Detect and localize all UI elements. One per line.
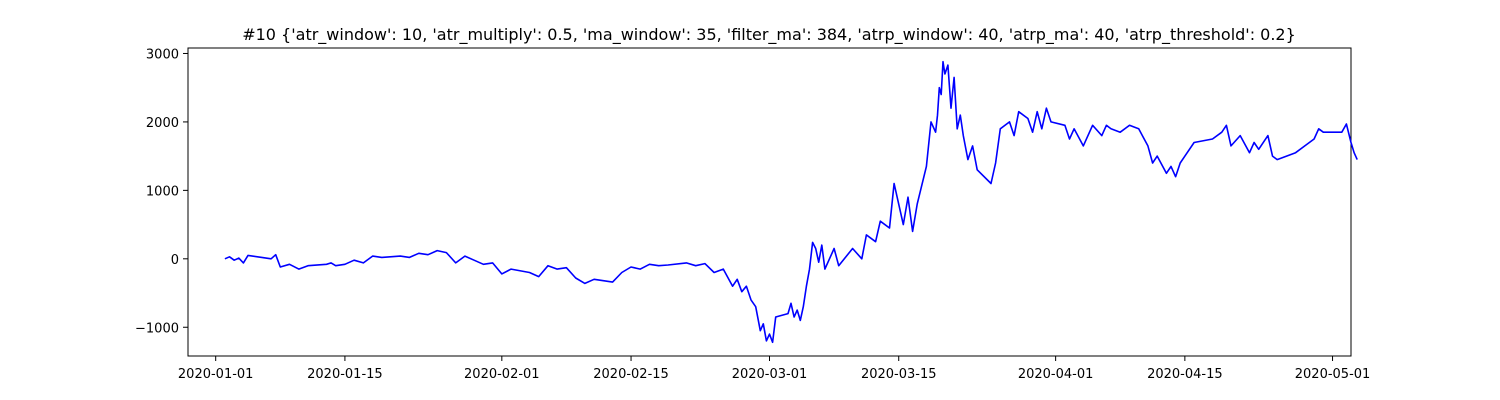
y-axis: −1000 0 1000 2000 3000 xyxy=(135,47,188,336)
x-tick-label: 2020-03-01 xyxy=(732,367,808,382)
x-tick-label: 2020-04-01 xyxy=(1018,367,1094,382)
x-tick-label: 2020-03-15 xyxy=(861,367,937,382)
x-tick-label: 2020-02-15 xyxy=(593,367,669,382)
x-axis: 2020-01-01 2020-01-15 2020-02-01 2020-02-15… xyxy=(178,356,1370,382)
y-tick-label: −1000 xyxy=(135,321,179,336)
x-tick-label: 2020-02-01 xyxy=(464,367,540,382)
x-tick-label: 2020-01-01 xyxy=(178,367,254,382)
y-tick-label: 0 xyxy=(171,253,179,268)
y-tick-label: 2000 xyxy=(146,116,179,131)
x-tick-label: 2020-05-01 xyxy=(1295,367,1371,382)
y-tick-label: 1000 xyxy=(146,184,179,199)
x-tick-label: 2020-01-15 xyxy=(307,367,383,382)
y-tick-label: 3000 xyxy=(146,47,179,62)
x-tick-label: 2020-04-15 xyxy=(1147,367,1223,382)
equity-series-line xyxy=(224,60,1358,344)
chart-title: #10 {'atr_window': 10, 'atr_multiply': 0… xyxy=(242,25,1296,45)
plot-area-frame xyxy=(187,47,1352,357)
